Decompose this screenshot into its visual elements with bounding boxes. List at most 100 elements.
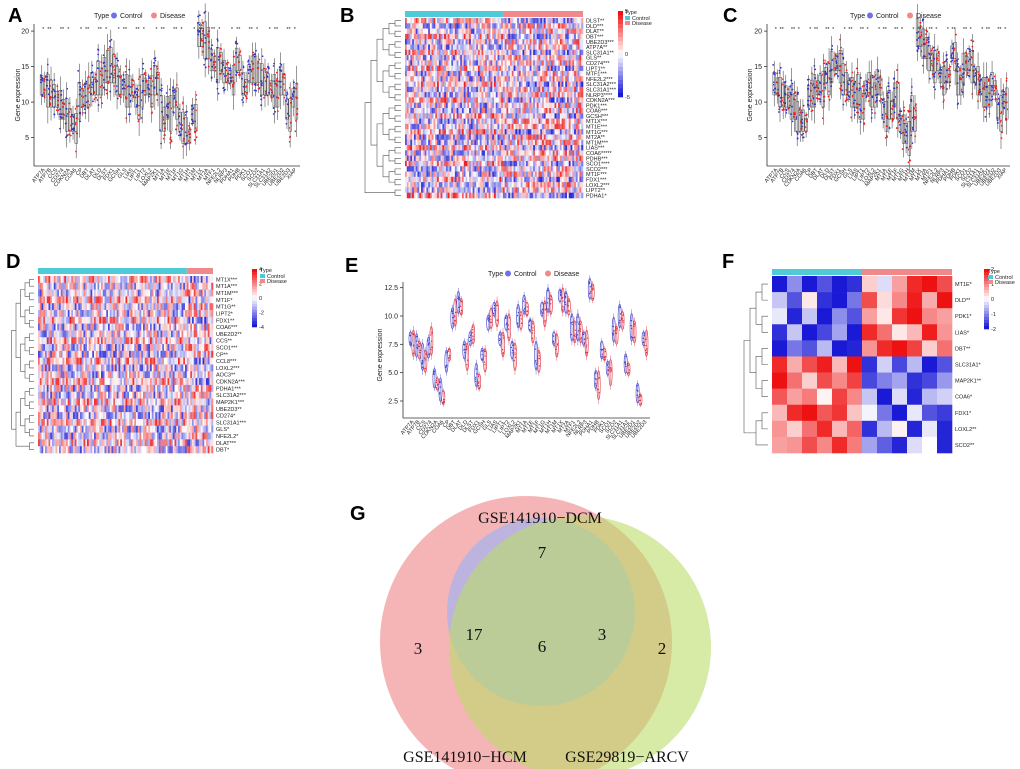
box <box>225 67 229 84</box>
heatmap-cell <box>561 176 564 183</box>
heatmap-cell <box>520 49 523 56</box>
heatmap-cell <box>572 171 575 178</box>
heatmap-cell <box>422 187 425 194</box>
heatmap-cell <box>415 97 418 104</box>
heatmap-cell <box>534 44 538 51</box>
heatmap-cell <box>410 166 413 172</box>
heatmap-cell <box>581 70 584 77</box>
heatmap-cell <box>444 23 447 29</box>
data-point <box>827 61 829 63</box>
dendrogram-branch <box>382 112 389 135</box>
heatmap-cell <box>456 171 459 178</box>
heatmap-cell <box>549 33 552 40</box>
data-point <box>814 77 817 80</box>
heatmap-cell <box>529 18 532 24</box>
heatmap-cell <box>470 33 473 40</box>
data-point <box>198 23 201 26</box>
heatmap-cell <box>485 102 488 109</box>
heatmap-cell <box>453 108 456 114</box>
heatmap-cell <box>533 33 536 40</box>
heatmap-cell <box>460 171 463 178</box>
heatmap-cell <box>575 97 578 104</box>
heatmap-cell <box>490 55 493 61</box>
heatmap-cell <box>440 81 443 88</box>
heatmap-cell <box>552 18 555 24</box>
data-point <box>144 89 146 92</box>
heatmap-cell <box>440 55 443 61</box>
heatmap-cell <box>444 39 447 45</box>
color-scale-step <box>618 28 623 33</box>
heatmap-cell <box>526 70 529 77</box>
heatmap-cell <box>460 123 463 130</box>
data-point <box>204 66 207 69</box>
heatmap-cell <box>520 171 523 178</box>
heatmap-cell <box>570 60 573 66</box>
data-point <box>823 100 825 103</box>
heatmap-cell <box>442 44 445 51</box>
data-point <box>94 73 97 76</box>
heatmap-cell <box>499 39 502 45</box>
heatmap-cell <box>458 102 461 109</box>
heatmap-cell <box>481 18 484 24</box>
heatmap-cell <box>497 28 500 35</box>
heatmap-cell <box>510 33 513 40</box>
heatmap-cell <box>502 139 505 146</box>
heatmap-cell <box>559 108 562 114</box>
heatmap-cell <box>502 182 505 188</box>
data-point <box>182 101 184 104</box>
heatmap-cell <box>577 150 580 156</box>
heatmap-cell <box>419 102 422 109</box>
heatmap-cell <box>442 150 445 156</box>
data-point <box>185 134 188 137</box>
heatmap-cell <box>465 28 468 35</box>
heatmap-cell <box>424 123 427 130</box>
heatmap-cell <box>568 76 571 82</box>
data-point <box>814 68 817 71</box>
heatmap-cell <box>542 55 545 61</box>
heatmap-cell <box>502 55 505 61</box>
heatmap-cell <box>559 113 562 119</box>
data-point <box>772 89 775 92</box>
heatmap-cell <box>504 118 507 125</box>
heatmap-cell <box>433 171 436 178</box>
data-point <box>147 75 150 78</box>
heatmap-cell <box>456 65 459 72</box>
heatmap-cell <box>550 113 554 119</box>
heatmap-cell <box>410 18 413 24</box>
data-point <box>204 10 207 13</box>
heatmap-cell <box>460 118 463 125</box>
heatmap-cell <box>556 118 559 125</box>
heatmap-cell <box>422 92 425 98</box>
heatmap-cell <box>456 33 459 40</box>
heatmap-cell <box>442 139 445 146</box>
heatmap-cell <box>460 49 463 56</box>
heatmap-cell <box>520 86 523 93</box>
heatmap-cell <box>405 49 408 56</box>
box <box>241 72 245 96</box>
heatmap-cell <box>549 192 552 199</box>
heatmap-cell <box>570 76 573 82</box>
heatmap-cell <box>531 28 534 35</box>
heatmap-cell <box>444 55 447 61</box>
heatmap-cell <box>465 176 468 183</box>
data-point <box>876 99 878 102</box>
heatmap-cell <box>508 65 511 72</box>
heatmap-b: DLST**DLD***DLAT**DBT***UBE2D3***ATP7A**… <box>364 9 652 199</box>
heatmap-cell <box>501 182 504 188</box>
heatmap-cell <box>417 160 420 167</box>
heatmap-cell <box>531 129 534 135</box>
heatmap-cell <box>565 150 568 156</box>
data-point <box>124 70 127 73</box>
heatmap-cell <box>536 139 539 146</box>
heatmap-cell <box>542 166 545 172</box>
heatmap-cell <box>488 171 491 178</box>
heatmap-cell <box>531 176 534 183</box>
heatmap-cell <box>465 192 468 199</box>
heatmap-cell <box>426 60 429 66</box>
heatmap-cell <box>485 97 488 104</box>
heatmap-cell <box>565 113 568 119</box>
heatmap-cell <box>547 39 550 45</box>
data-point <box>285 94 288 97</box>
heatmap-cell <box>574 134 577 141</box>
heatmap-cell <box>529 187 532 194</box>
